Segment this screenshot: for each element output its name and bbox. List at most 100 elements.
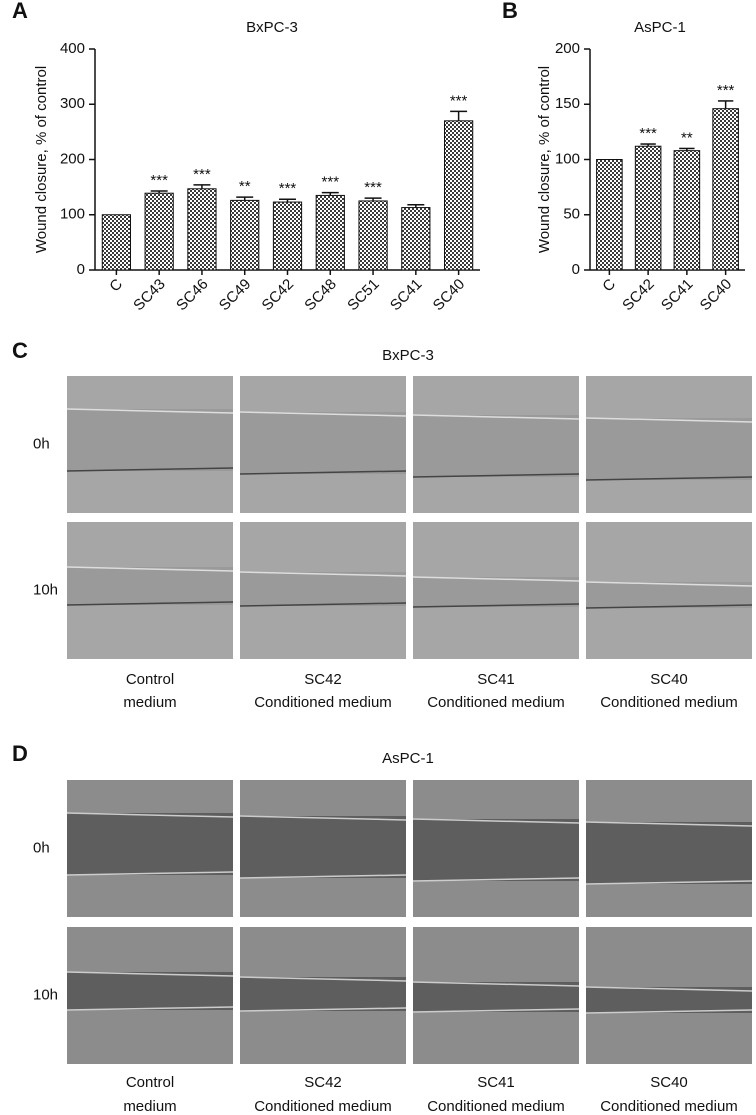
micrograph — [412, 522, 580, 659]
wound-gap — [413, 577, 579, 607]
wound-edge — [66, 467, 234, 472]
error-bar — [236, 196, 254, 201]
wound-gap — [67, 972, 233, 1010]
wound-edge — [412, 414, 580, 420]
error-bar — [717, 100, 734, 109]
row-label: 10h — [33, 986, 58, 1003]
bar — [443, 120, 474, 271]
bar — [101, 214, 132, 271]
y-tick-label: 150 — [555, 95, 580, 112]
column-label: SC41 — [477, 1074, 515, 1091]
y-tick-label: 0 — [77, 261, 85, 278]
y-tick-label: 400 — [60, 40, 85, 57]
y-tick-label: 200 — [555, 40, 580, 57]
wound-gap — [586, 987, 752, 1013]
wound-edge — [239, 411, 407, 417]
wound-edge — [412, 877, 580, 882]
bar — [315, 194, 345, 271]
micrograph — [412, 927, 580, 1064]
micrograph — [585, 376, 753, 513]
x-tick-label: C — [599, 276, 619, 296]
micrograph — [239, 376, 407, 513]
wound-edge — [66, 566, 234, 572]
column-label: medium — [123, 694, 176, 711]
wound-edge — [585, 604, 753, 609]
wound-gap — [67, 813, 233, 875]
bar — [401, 207, 431, 271]
chart-title: AsPC-1 — [634, 19, 686, 36]
x-tick-label: SC49 — [216, 276, 255, 315]
error-bar — [679, 147, 695, 151]
column-label: SC42 — [304, 1074, 342, 1091]
wound-edge — [66, 812, 234, 818]
wound-edge — [66, 408, 234, 414]
wound-gap — [413, 819, 579, 881]
wound-edge — [585, 476, 753, 481]
x-tick-label: SC41 — [658, 276, 697, 315]
x-tick-label: SC40 — [697, 276, 736, 315]
panel-letter: A — [12, 0, 28, 23]
error-bar — [364, 197, 382, 201]
x-tick-label: SC41 — [387, 276, 426, 315]
panel-title: BxPC-3 — [382, 347, 434, 364]
wound-edge — [412, 981, 580, 987]
wound-edge — [585, 1009, 753, 1014]
wound-edge — [239, 602, 407, 607]
wound-edge — [585, 581, 753, 587]
wound-edge — [412, 818, 580, 824]
column-label: Conditioned medium — [427, 694, 565, 711]
column-label: SC40 — [650, 671, 688, 688]
x-tick-label: SC51 — [344, 276, 383, 315]
y-tick-label: 200 — [60, 150, 85, 167]
wound-edge — [412, 576, 580, 582]
x-tick-label: C — [106, 276, 126, 296]
row-label: 0h — [33, 839, 50, 856]
x-tick-label: SC48 — [301, 276, 340, 315]
wound-edge — [412, 603, 580, 608]
x-tick-label: SC42 — [259, 276, 298, 315]
error-bar — [640, 143, 656, 147]
error-bar — [407, 204, 425, 208]
panel-title: AsPC-1 — [382, 750, 434, 767]
row-label: 10h — [33, 581, 58, 598]
wound-edge — [239, 874, 407, 879]
bar — [230, 199, 260, 271]
wound-gap — [413, 982, 579, 1012]
significance-label: *** — [322, 174, 340, 191]
error-bar — [150, 190, 168, 194]
micrograph — [585, 522, 753, 659]
wound-gap — [67, 409, 233, 471]
x-tick-label: SC40 — [430, 276, 469, 315]
error-bar — [193, 184, 211, 189]
bar — [272, 201, 303, 271]
y-axis-label: Wound closure, % of control — [33, 66, 50, 253]
y-tick-label: 100 — [60, 206, 85, 223]
micrograph — [585, 780, 753, 917]
panel-letter: D — [12, 741, 28, 766]
wound-edge — [239, 1007, 407, 1012]
significance-label: *** — [717, 82, 735, 99]
wound-gap — [240, 572, 406, 606]
micrograph — [412, 376, 580, 513]
column-label: SC42 — [304, 671, 342, 688]
wound-edge — [66, 871, 234, 876]
bar — [358, 200, 388, 271]
wound-gap — [586, 582, 752, 608]
wound-edge — [66, 971, 234, 977]
significance-label: *** — [639, 125, 657, 142]
column-label: SC41 — [477, 671, 515, 688]
wound-gap — [586, 418, 752, 480]
wound-edge — [239, 976, 407, 982]
wound-edge — [585, 417, 753, 423]
bar — [144, 192, 174, 271]
wound-edge — [585, 880, 753, 885]
y-tick-label: 300 — [60, 95, 85, 112]
row-label: 0h — [33, 435, 50, 452]
significance-label: *** — [279, 180, 297, 197]
column-label: medium — [123, 1098, 176, 1115]
wound-gap — [67, 567, 233, 605]
panel-letter: B — [502, 0, 518, 23]
wound-edge — [66, 601, 234, 606]
x-tick-label: SC42 — [619, 276, 658, 315]
